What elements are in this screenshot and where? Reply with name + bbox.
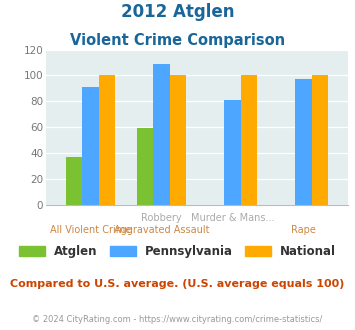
Bar: [153, 64, 170, 205]
Bar: [82, 87, 99, 205]
Text: Violent Crime Comparison: Violent Crime Comparison: [70, 33, 285, 48]
Bar: [66, 157, 82, 205]
Text: Aggravated Assault: Aggravated Assault: [114, 225, 209, 235]
Bar: [170, 75, 186, 205]
Legend: Atglen, Pennsylvania, National: Atglen, Pennsylvania, National: [19, 245, 336, 258]
Text: 2012 Atglen: 2012 Atglen: [121, 3, 234, 21]
Text: Compared to U.S. average. (U.S. average equals 100): Compared to U.S. average. (U.S. average …: [10, 279, 345, 289]
Text: Robbery: Robbery: [141, 213, 182, 223]
Bar: [224, 100, 241, 205]
Text: © 2024 CityRating.com - https://www.cityrating.com/crime-statistics/: © 2024 CityRating.com - https://www.city…: [32, 315, 323, 324]
Bar: [99, 75, 115, 205]
Text: All Violent Crime: All Violent Crime: [50, 225, 131, 235]
Bar: [295, 79, 312, 205]
Bar: [137, 128, 153, 205]
Bar: [312, 75, 328, 205]
Bar: [241, 75, 257, 205]
Text: Murder & Mans...: Murder & Mans...: [191, 213, 274, 223]
Text: Rape: Rape: [291, 225, 316, 235]
